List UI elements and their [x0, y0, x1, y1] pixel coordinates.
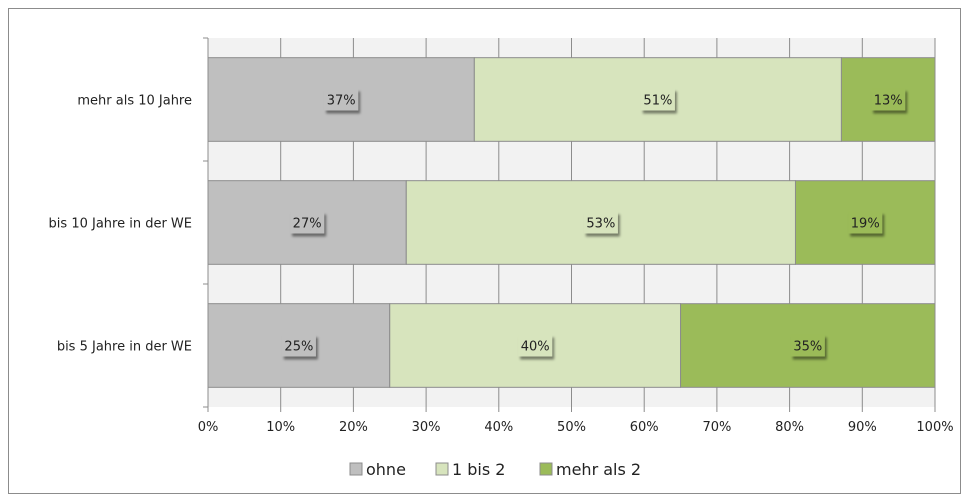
legend-swatch-ohne [349, 462, 363, 476]
data-label: 35% [793, 340, 822, 355]
category-label: mehr als 10 Jahre [77, 94, 192, 109]
legend-label-mehr-als-2: mehr als 2 [556, 460, 641, 479]
data-label: 53% [586, 217, 615, 232]
data-label: 51% [643, 94, 672, 109]
data-label-box [281, 334, 316, 357]
data-label-box [790, 334, 825, 357]
data-label-box [640, 88, 675, 111]
x-tick-label: 0% [198, 420, 219, 435]
data-label-box [871, 88, 906, 111]
x-tick-label: 40% [484, 420, 513, 435]
data-label-box [583, 211, 618, 234]
x-tick-label: 90% [848, 420, 877, 435]
x-tick-label: 50% [557, 420, 586, 435]
legend-swatch-1-bis-2 [435, 462, 449, 476]
data-label: 40% [521, 340, 550, 355]
data-label: 13% [874, 94, 903, 109]
bars: 37% 51% 13% 27% 53% 19% 25% 40% 35% [207, 57, 936, 388]
data-label-box [324, 88, 359, 111]
x-tick-label: 20% [339, 420, 368, 435]
data-label-box [290, 211, 325, 234]
data-label-box [848, 211, 883, 234]
x-tick-label: 80% [775, 420, 804, 435]
data-label: 37% [327, 94, 356, 109]
x-tick-label: 70% [702, 420, 731, 435]
legend: ohne 1 bis 2 mehr als 2 [349, 460, 641, 479]
x-tick-label: 10% [266, 420, 295, 435]
legend-swatch-mehr-als-2 [539, 462, 553, 476]
x-tick-label: 30% [412, 420, 441, 435]
axes [203, 37, 936, 412]
data-label-box [518, 334, 553, 357]
data-label: 19% [851, 217, 880, 232]
legend-label-1-bis-2: 1 bis 2 [452, 460, 505, 479]
category-label: bis 10 Jahre in der WE [49, 217, 192, 232]
data-label: 27% [293, 217, 322, 232]
category-label: bis 5 Jahre in der WE [57, 340, 192, 355]
category-labels: mehr als 10 Jahre bis 10 Jahre in der WE b… [49, 94, 192, 355]
x-tick-labels: 0% 10% 20% 30% 40% 50% 60% 70% 80% 90% 100% [198, 420, 954, 435]
x-tick-label: 60% [630, 420, 659, 435]
bar-mehr-als-10-jahre-mehr-als-2 [840, 57, 936, 142]
legend-label-ohne: ohne [366, 460, 406, 479]
data-label: 25% [284, 340, 313, 355]
x-tick-label: 100% [916, 420, 953, 435]
